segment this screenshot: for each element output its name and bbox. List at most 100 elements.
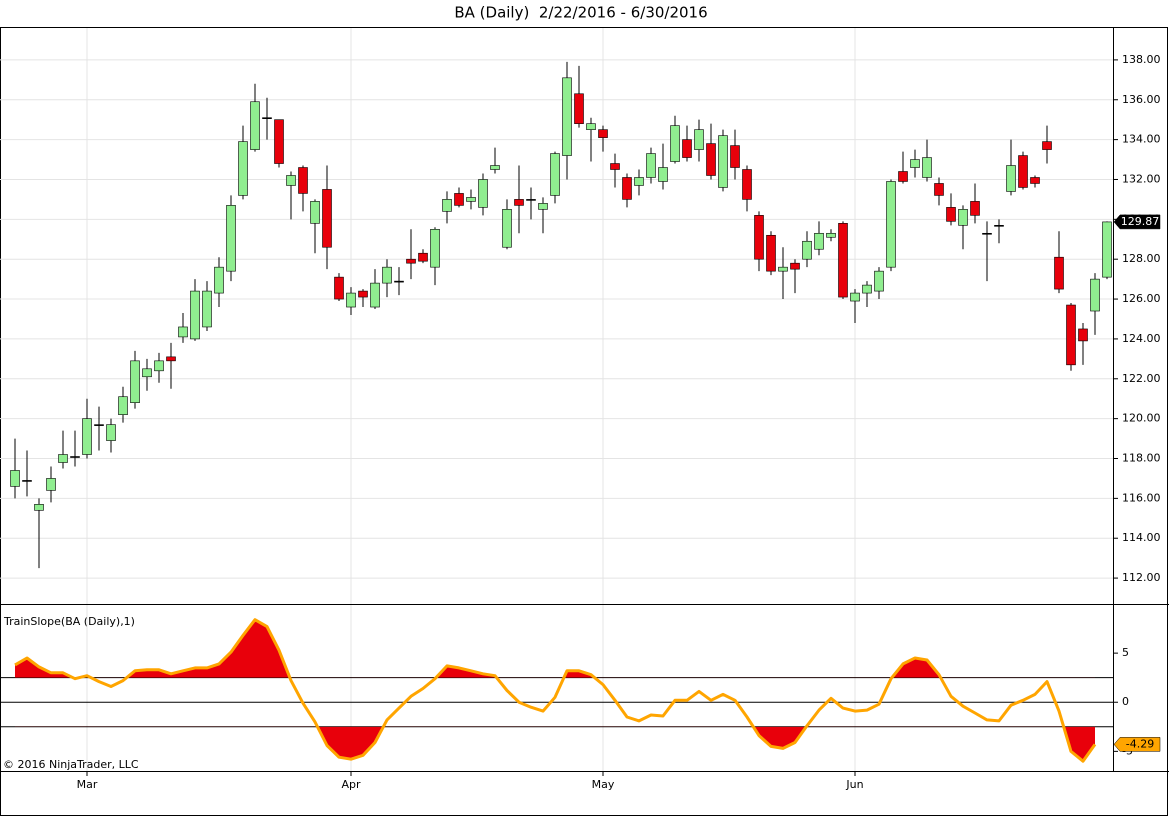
candle-body <box>886 181 896 268</box>
candle-body <box>250 101 260 150</box>
y-tick-label: 132.00 <box>1122 172 1161 185</box>
candle-body <box>598 129 608 138</box>
candle-body <box>670 125 680 162</box>
candle-body <box>694 129 704 150</box>
candle-body <box>1078 328 1088 342</box>
candle-body <box>262 117 272 119</box>
candle-body <box>10 470 20 487</box>
candle-body <box>958 209 968 226</box>
candle-body <box>754 215 764 260</box>
signal-fill <box>15 726 1095 762</box>
candle-body <box>550 153 560 196</box>
candle-body <box>274 119 284 164</box>
candle-body <box>586 123 596 130</box>
candle-body <box>238 141 248 196</box>
candle-body <box>790 262 800 270</box>
candle-body <box>346 292 356 308</box>
candle-body <box>778 266 788 272</box>
candle-body <box>1006 165 1016 192</box>
candle-body <box>514 199 524 206</box>
candle-body <box>970 201 980 216</box>
indicator-line <box>14 618 1097 763</box>
candle-body <box>934 183 944 196</box>
candle-body <box>1018 155 1028 188</box>
candle-body <box>526 199 536 201</box>
candle-body <box>130 360 140 403</box>
y-tick-label: 120.00 <box>1122 412 1161 425</box>
candle-body <box>370 282 380 308</box>
frame <box>0 27 1168 816</box>
candle-body <box>826 232 836 238</box>
candle-body <box>706 143 716 176</box>
x-tick-label: Mar <box>77 778 98 791</box>
candle-body <box>622 177 632 200</box>
candle-body <box>190 290 200 340</box>
candle-body <box>154 360 164 372</box>
candle-body <box>874 270 884 292</box>
candle-body <box>142 368 152 378</box>
candle-body <box>1042 141 1052 150</box>
candle-body <box>94 424 104 426</box>
candle-body <box>478 179 488 208</box>
y-tick-label: 5 <box>1122 646 1129 659</box>
candle-body <box>298 167 308 194</box>
candle-body <box>82 418 92 455</box>
candle-body <box>634 177 644 186</box>
candle-body <box>334 276 344 300</box>
candle-body <box>802 240 812 260</box>
y-tick-label: 124.00 <box>1122 332 1161 345</box>
signal-fill <box>15 619 1095 678</box>
candle-body <box>466 197 476 202</box>
last-price-label-bg <box>1113 214 1161 230</box>
candle-body <box>58 454 68 463</box>
y-tick-label: 118.00 <box>1122 452 1161 465</box>
candle-body <box>742 169 752 200</box>
x-tick-label: Jun <box>845 778 863 791</box>
candle-body <box>178 326 188 338</box>
last-price-label: 129.87 <box>1121 215 1160 228</box>
candle-body <box>502 209 512 248</box>
copyright: © 2016 NinjaTrader, LLC <box>3 758 139 771</box>
candle-body <box>430 229 440 268</box>
candle-body <box>1090 278 1100 312</box>
candle-body <box>70 456 80 458</box>
last-indicator-label: -4.29 <box>1126 737 1154 750</box>
indicator-title: TrainSlope(BA (Daily),1) <box>3 615 135 628</box>
candle-body <box>1066 304 1076 366</box>
candle-body <box>922 157 932 178</box>
y-tick-label: 116.00 <box>1122 491 1161 504</box>
candle-body <box>982 232 992 235</box>
candle-body <box>862 284 872 294</box>
candle-body <box>382 266 392 284</box>
candle-body <box>898 171 908 182</box>
y-tick-label: 136.00 <box>1122 93 1161 106</box>
candle-body <box>658 167 668 182</box>
candle-body <box>34 504 44 511</box>
y-tick-label: 0 <box>1122 695 1129 708</box>
candle-body <box>838 223 848 298</box>
candle-body <box>538 203 548 210</box>
x-tick-label: May <box>592 778 615 791</box>
candle-body <box>418 252 428 262</box>
candle-body <box>454 193 464 206</box>
candle-body <box>490 165 500 170</box>
candle-body <box>442 199 452 212</box>
candle-body <box>166 356 176 362</box>
y-tick-label: 122.00 <box>1122 372 1161 385</box>
candle-body <box>310 201 320 224</box>
y-tick-label: 134.00 <box>1122 133 1161 146</box>
candle-body <box>1102 221 1112 278</box>
y-tick-label: 126.00 <box>1122 292 1161 305</box>
candle-body <box>610 163 620 170</box>
candle-body <box>1054 256 1064 290</box>
candle-body <box>394 280 404 283</box>
candle-body <box>730 145 740 168</box>
candle-body <box>106 424 116 441</box>
y-tick-label: 138.00 <box>1122 53 1161 66</box>
candle-body <box>814 232 824 250</box>
y-tick-label: 128.00 <box>1122 252 1161 265</box>
candle-body <box>574 93 584 124</box>
y-tick-label: 114.00 <box>1122 531 1161 544</box>
x-tick-label: Apr <box>341 778 361 791</box>
